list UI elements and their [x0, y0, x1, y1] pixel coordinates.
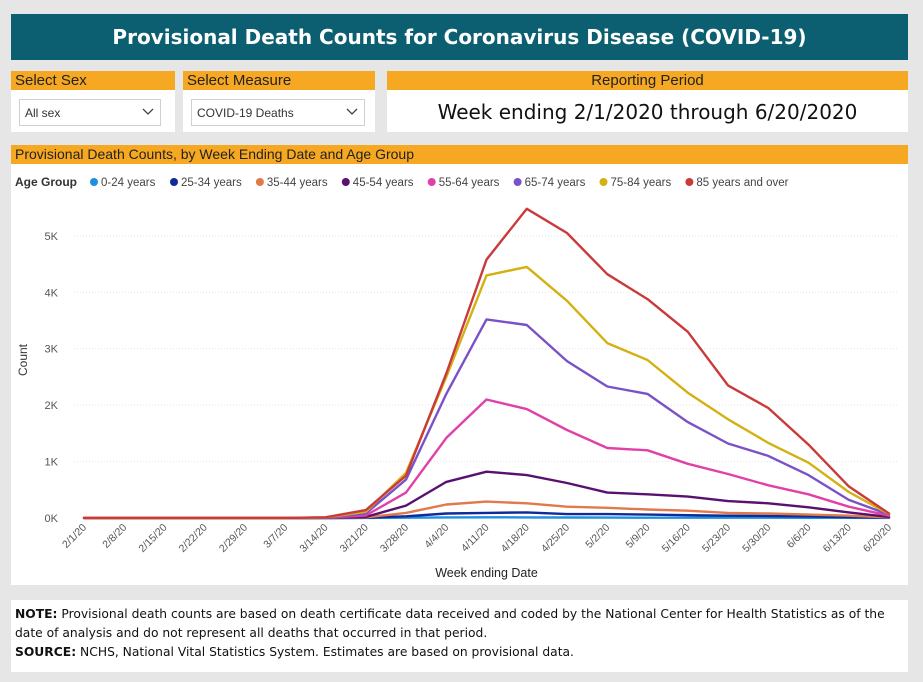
x-tick-label: 3/7/20 [261, 522, 290, 551]
y-tick-label: 1K [45, 457, 59, 469]
page-title: Provisional Death Counts for Coronavirus… [11, 14, 908, 60]
legend-marker [255, 178, 264, 186]
y-tick-label: 4K [45, 287, 59, 299]
series-line [82, 398, 891, 520]
legend-item-label: 25-34 years [181, 177, 242, 189]
x-tick-label: 5/16/20 [660, 522, 693, 555]
legend-item-label: 0-24 years [101, 177, 156, 189]
series-line [82, 470, 891, 520]
x-tick-label: 4/11/20 [459, 522, 492, 555]
line-chart: 0K 1K 2K 3K 4K 5K Count 2/1/20 2/8/20 2/15/20 2/22… [15, 175, 897, 580]
y-tick-label: 3K [45, 344, 59, 356]
x-tick-label: 2/29/20 [217, 522, 250, 555]
legend-item-label: 85 years and over [696, 177, 788, 189]
y-tick-label: 0K [45, 513, 59, 525]
legend-item-label: 65-74 years [525, 177, 586, 189]
source-label: SOURCE: [15, 645, 77, 659]
x-tick-label: 4/25/20 [539, 522, 572, 555]
measure-dropdown[interactable]: COVID-19 Deaths [191, 99, 365, 126]
legend-marker [427, 178, 436, 186]
series-line [82, 318, 891, 520]
note-label: NOTE: [15, 607, 58, 621]
legend-item-label: 55-64 years [439, 177, 500, 189]
x-tick-label: 6/6/20 [784, 522, 813, 551]
legend-item-label: 75-84 years [611, 177, 672, 189]
note-paragraph: NOTE: Provisional death counts are based… [15, 605, 904, 643]
x-tick-label: 2/1/20 [60, 522, 89, 551]
note-box: NOTE: Provisional death counts are based… [11, 600, 908, 672]
chevron-down-icon [346, 108, 358, 115]
measure-dropdown-value: COVID-19 Deaths [197, 106, 294, 120]
legend-marker [170, 178, 178, 186]
x-tick-label: 5/9/20 [623, 522, 652, 551]
x-axis-label: Week ending Date [435, 566, 538, 580]
x-tick-label: 3/14/20 [297, 522, 330, 555]
legend-marker [685, 178, 694, 186]
x-tick-label: 4/18/20 [499, 522, 532, 555]
x-tick-label: 3/21/20 [338, 522, 371, 555]
sex-filter-label: Select Sex [11, 71, 175, 90]
period-label: Reporting Period [387, 71, 908, 90]
note-text: Provisional death counts are based on de… [15, 607, 885, 640]
series-line [82, 265, 891, 520]
legend-title: Age Group [15, 175, 77, 189]
x-tick-label: 2/22/20 [177, 522, 210, 555]
x-tick-label: 5/23/20 [700, 522, 733, 555]
legend-item-label: 35-44 years [267, 177, 328, 189]
x-tick-label: 4/4/20 [422, 522, 451, 551]
sex-dropdown-value: All sex [25, 106, 61, 120]
source-text: NCHS, National Vital Statistics System. … [80, 645, 574, 659]
x-tick-label: 2/15/20 [136, 522, 169, 555]
chart-title: Provisional Death Counts, by Week Ending… [11, 145, 908, 164]
x-tick-label: 2/8/20 [100, 522, 129, 551]
period-panel [387, 90, 908, 132]
x-tick-label: 6/13/20 [821, 522, 854, 555]
legend-marker [599, 178, 608, 186]
y-axis-label: Count [16, 343, 30, 376]
y-tick-label: 5K [45, 231, 59, 243]
chevron-down-icon [142, 108, 154, 115]
legend-marker [341, 178, 350, 186]
source-paragraph: SOURCE: NCHS, National Vital Statistics … [15, 643, 904, 662]
x-tick-label: 6/20/20 [861, 522, 894, 555]
measure-filter-label: Select Measure [183, 71, 375, 90]
chart-panel: Provisional Death Counts, by Week Ending… [11, 145, 908, 585]
x-tick-label: 5/2/20 [583, 522, 612, 551]
legend-marker [90, 178, 98, 186]
legend-marker [513, 178, 522, 186]
x-tick-label: 3/28/20 [378, 522, 411, 555]
chart-body: 0K 1K 2K 3K 4K 5K Count 2/1/20 2/8/20 2/15/20 2/22… [11, 164, 908, 585]
y-tick-label: 2K [45, 400, 59, 412]
legend-item-label: 45-54 years [353, 177, 414, 189]
series-line [82, 207, 891, 520]
sex-dropdown[interactable]: All sex [19, 99, 161, 126]
reporting-period-value: Week ending 2/1/2020 through 6/20/2020 [437, 100, 858, 124]
x-tick-label: 5/30/20 [740, 522, 773, 555]
